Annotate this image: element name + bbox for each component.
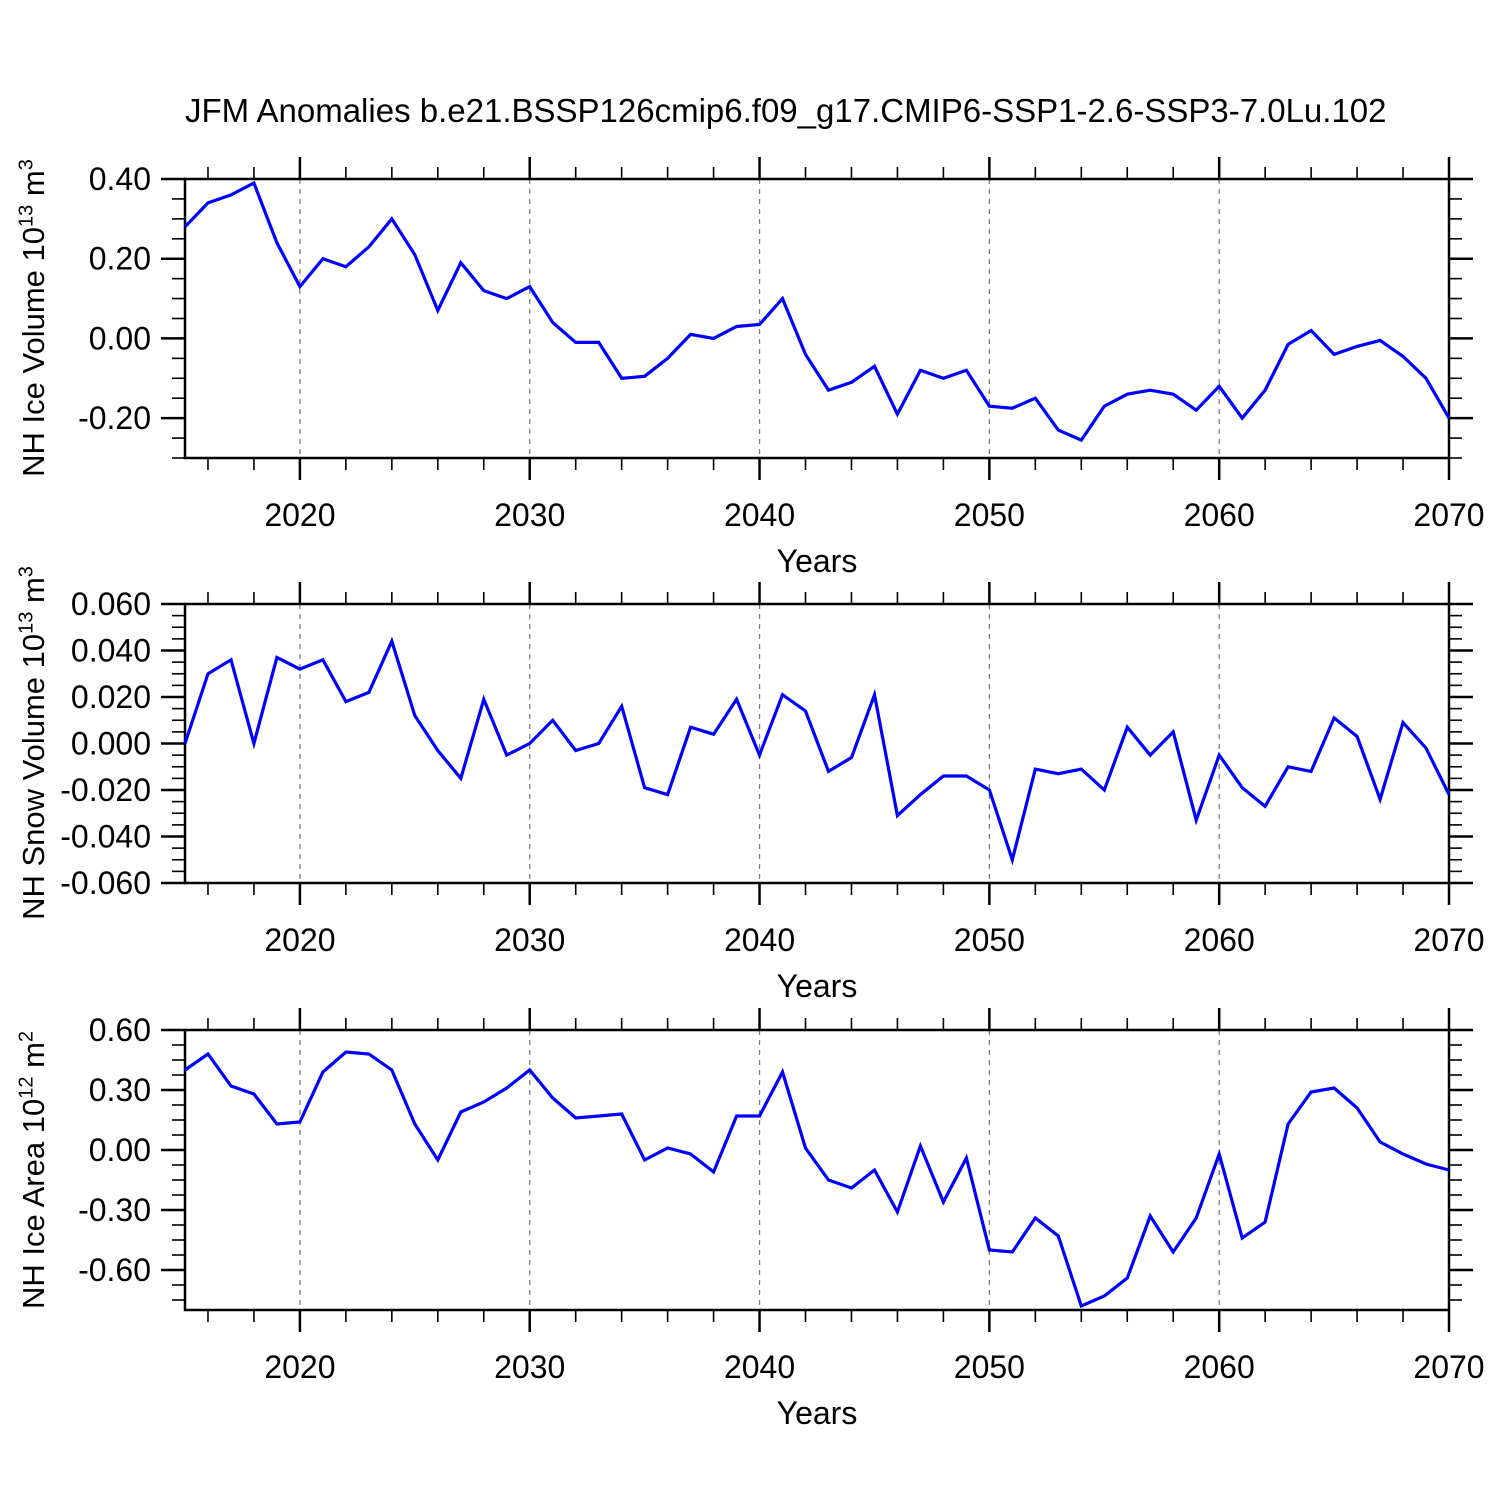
svg-text:2050: 2050 bbox=[954, 497, 1025, 533]
svg-text:2060: 2060 bbox=[1184, 1349, 1255, 1385]
svg-text:0.30: 0.30 bbox=[89, 1072, 151, 1108]
svg-text:0.000: 0.000 bbox=[71, 726, 151, 762]
svg-text:2020: 2020 bbox=[264, 497, 335, 533]
svg-text:-0.20: -0.20 bbox=[78, 400, 151, 436]
svg-text:-0.060: -0.060 bbox=[60, 865, 151, 901]
svg-text:0.60: 0.60 bbox=[89, 1012, 151, 1048]
svg-text:0.040: 0.040 bbox=[71, 633, 151, 669]
svg-text:Years: Years bbox=[777, 968, 858, 1004]
svg-text:0.20: 0.20 bbox=[89, 241, 151, 277]
svg-text:2060: 2060 bbox=[1184, 497, 1255, 533]
svg-text:2040: 2040 bbox=[724, 497, 795, 533]
svg-text:2070: 2070 bbox=[1413, 1349, 1484, 1385]
svg-text:0.40: 0.40 bbox=[89, 161, 151, 197]
svg-text:Years: Years bbox=[777, 543, 858, 579]
svg-text:2060: 2060 bbox=[1184, 922, 1255, 958]
svg-text:2070: 2070 bbox=[1413, 922, 1484, 958]
svg-text:2030: 2030 bbox=[494, 922, 565, 958]
svg-text:0.00: 0.00 bbox=[89, 320, 151, 356]
svg-text:2070: 2070 bbox=[1413, 497, 1484, 533]
svg-text:2030: 2030 bbox=[494, 1349, 565, 1385]
chart-title: JFM Anomalies b.e21.BSSP126cmip6.f09_g17… bbox=[185, 92, 1387, 129]
svg-text:2050: 2050 bbox=[954, 922, 1025, 958]
svg-text:2030: 2030 bbox=[494, 497, 565, 533]
svg-text:2040: 2040 bbox=[724, 1349, 795, 1385]
svg-text:-0.020: -0.020 bbox=[60, 772, 151, 808]
svg-text:Years: Years bbox=[777, 1395, 858, 1431]
svg-text:0.00: 0.00 bbox=[89, 1132, 151, 1168]
svg-text:2020: 2020 bbox=[264, 922, 335, 958]
svg-text:0.020: 0.020 bbox=[71, 679, 151, 715]
svg-text:2020: 2020 bbox=[264, 1349, 335, 1385]
svg-text:2050: 2050 bbox=[954, 1349, 1025, 1385]
svg-text:2040: 2040 bbox=[724, 922, 795, 958]
svg-text:0.060: 0.060 bbox=[71, 586, 151, 622]
svg-text:-0.60: -0.60 bbox=[78, 1252, 151, 1288]
svg-text:-0.30: -0.30 bbox=[78, 1192, 151, 1228]
svg-text:-0.040: -0.040 bbox=[60, 819, 151, 855]
